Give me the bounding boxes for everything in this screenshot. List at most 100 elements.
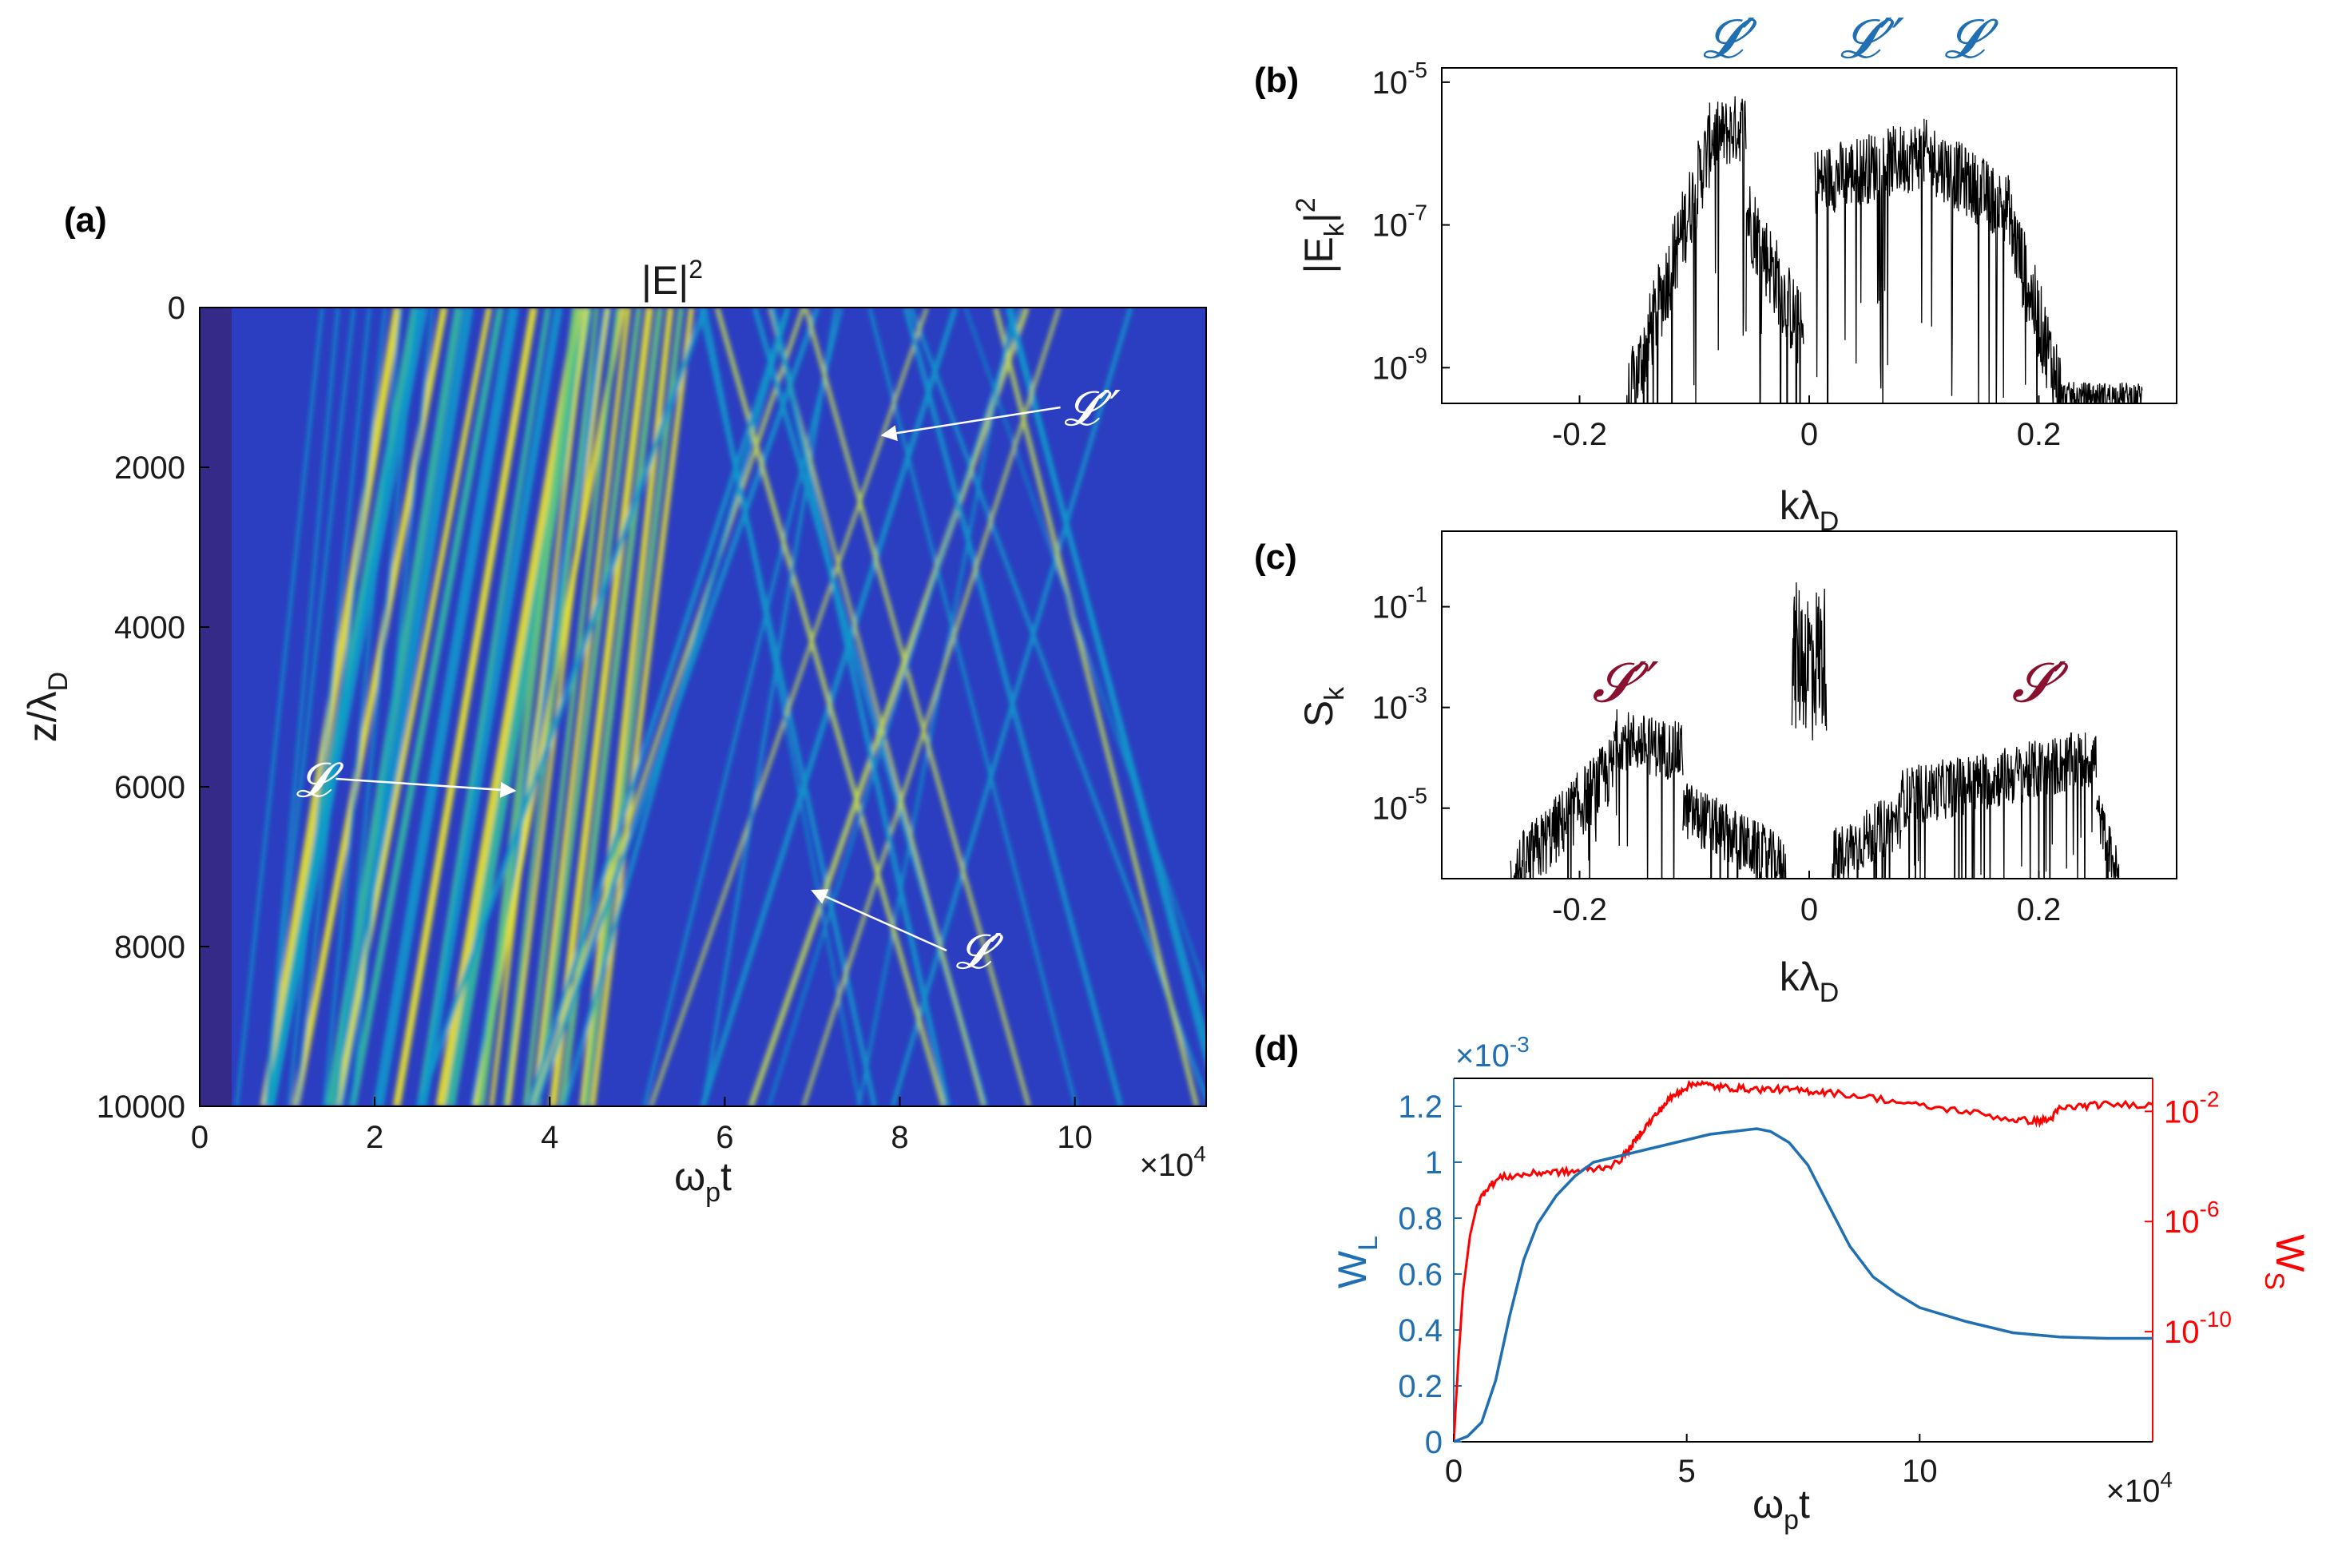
heatmap-streak	[444, 308, 593, 1106]
spectrum-c-x-label: kλD	[1780, 955, 1840, 1008]
heatmap-streak	[1007, 308, 1206, 1068]
spectrum-b-x-label: kλD	[1780, 483, 1840, 537]
spectrum-c-peak-label: 𝓢′′	[1592, 652, 1659, 715]
heatmap-y-tick-label: 2000	[114, 451, 185, 486]
panel-label-b: (b)	[1254, 61, 1299, 100]
heatmap-streak	[416, 308, 551, 1106]
spectrum-b-x-tick-label: 0.2	[2017, 417, 2062, 452]
heatmap-x-tick-label: 8	[891, 1120, 908, 1155]
heatmap-streak	[589, 308, 694, 1106]
heatmap-intensity-field	[200, 308, 1206, 1106]
heatmap-streak	[964, 308, 1206, 994]
energy-left-tick-label: 0.4	[1398, 1313, 1443, 1348]
heatmap-streak	[419, 308, 563, 1106]
panel-label-c: (c)	[1254, 538, 1297, 577]
heatmap-streak	[531, 308, 631, 1106]
energy-left-multiplier: ×10-3	[1455, 1032, 1530, 1074]
heatmap-streak	[335, 308, 419, 1106]
heatmap-early-quiet-region	[200, 308, 232, 1106]
spectrum-b-axes: -0.2 0 0.2 10-9 10-7 10-5	[1372, 58, 2062, 452]
panel-b: 𝓛′ 𝓛′′ 𝓛 -0.2 0 0.2 10-9 10-7 10-5 kλD |Ek|2	[1291, 8, 2177, 537]
energy-x-label: ωpt	[1752, 1482, 1810, 1535]
spectrum-b-y-tick-label: 10-5	[1372, 58, 1427, 101]
heatmap-annotation-arrow	[811, 889, 947, 952]
heatmap-streak	[235, 308, 324, 1106]
spectrum-b-frame	[1441, 67, 2177, 404]
heatmap-annotations: 𝓛𝓛′′𝓛′	[296, 381, 1121, 980]
spectrum-c-y-tick-label: 10-1	[1372, 582, 1427, 625]
heatmap-streak	[348, 308, 504, 1106]
energy-left-tick-label: 1	[1425, 1145, 1443, 1181]
energy-axes: 0 5 10 0 0.2 0.4 0.6 0.8 1 1.2 10-10 10-6 10-2	[1398, 1078, 2232, 1489]
spectrum-c-x-tick-label: 0.2	[2017, 892, 2062, 927]
energy-left-tick-label: 0.2	[1398, 1369, 1443, 1404]
heatmap-streak	[748, 308, 1030, 1106]
heatmap-streak	[701, 308, 838, 1106]
heatmap-y-tick-label: 0	[168, 291, 185, 326]
heatmap-streak	[767, 308, 1022, 1106]
heatmap-streaks	[235, 308, 1206, 1106]
heatmap-streak	[334, 308, 492, 1106]
spectrum-b-trace	[1625, 96, 2143, 403]
heatmap-streak	[562, 308, 791, 1106]
heatmap-x-tick-label: 0	[191, 1120, 208, 1155]
heatmap-streak	[903, 308, 1124, 1106]
heatmap-streak	[804, 308, 1031, 1106]
spectrum-b-y-label: |Ek|2	[1291, 197, 1350, 273]
spectrum-b-x-tick-label: -0.2	[1552, 417, 1607, 452]
spectrum-b-y-tick-label: 10-7	[1372, 200, 1427, 244]
series-ws-line	[1454, 1079, 2153, 1442]
heatmap-streak	[477, 308, 580, 1106]
energy-right-tick-label: 10-2	[2164, 1086, 2219, 1129]
heatmap-streak	[295, 308, 387, 1106]
heatmap-frame	[199, 307, 1207, 1107]
heatmap-streak	[534, 308, 642, 1106]
energy-x-tick-label: 5	[1678, 1454, 1696, 1489]
spectrum-b-peak-label: 𝓛′′	[1840, 8, 1905, 71]
energy-x-tick-label: 0	[1445, 1454, 1463, 1489]
heatmap-streak	[350, 308, 435, 1106]
heatmap-x-multiplier: ×104	[1140, 1141, 1206, 1183]
panel-label-a: (a)	[64, 200, 107, 240]
heatmap-annotation-arrow	[880, 406, 1061, 442]
heatmap-x-tick-label: 4	[541, 1120, 558, 1155]
heatmap-streak	[531, 308, 805, 1106]
energy-x-tick-label: 10	[1902, 1454, 1938, 1489]
spectrum-b-peak-labels: 𝓛′ 𝓛′′ 𝓛	[1703, 8, 1999, 71]
energy-left-tick-label: 1.2	[1398, 1090, 1443, 1125]
heatmap-annotation-label: 𝓛′	[956, 924, 1004, 980]
spectrum-c-trace	[1510, 582, 2120, 879]
heatmap-streak	[323, 308, 403, 1106]
heatmap-streak	[260, 308, 403, 1106]
heatmap-x-tick-label: 6	[716, 1120, 733, 1155]
heatmap-streak	[287, 308, 371, 1106]
spectrum-b-y-tick-label: 10-9	[1372, 343, 1427, 386]
heatmap-streak	[264, 308, 340, 1106]
heatmap-title: |E|2	[641, 255, 703, 303]
heatmap-y-tick-label: 6000	[114, 770, 185, 805]
spectrum-c-peak-labels: 𝓢′′ 𝓢′	[1592, 652, 2068, 715]
heatmap-streak	[770, 308, 951, 1106]
heatmap-streak	[867, 308, 1078, 1106]
heatmap-streak	[502, 308, 600, 1106]
heatmap-streak	[704, 308, 862, 1106]
spectrum-b-peak-label: 𝓛′	[1703, 8, 1757, 71]
heatmap-streak	[265, 308, 428, 1106]
spectrum-c-x-tick-label: -0.2	[1552, 892, 1607, 927]
spectrum-c-axes: -0.2 0 0.2 10-5 10-3 10-1	[1372, 582, 2062, 927]
heatmap-streak	[768, 308, 986, 1106]
heatmap-streak	[373, 308, 519, 1106]
heatmap-streak	[801, 308, 1062, 1106]
heatmap-y-tick-label: 4000	[114, 610, 185, 645]
panel-d: 0 5 10 0 0.2 0.4 0.6 0.8 1 1.2 10-10 10-6 10-2 ×10-3…	[1330, 1032, 2312, 1535]
heatmap-y-tick-label: 8000	[114, 930, 185, 965]
heatmap-streak	[415, 308, 708, 1106]
energy-right-tick-label: 10-6	[2164, 1197, 2219, 1240]
heatmap-streak	[909, 308, 1206, 1104]
energy-left-label: WL	[1330, 1236, 1383, 1288]
heatmap-streak	[857, 308, 1015, 1106]
spectrum-c-x-tick-label: 0	[1800, 892, 1818, 927]
panel-label-d: (d)	[1254, 1029, 1299, 1068]
